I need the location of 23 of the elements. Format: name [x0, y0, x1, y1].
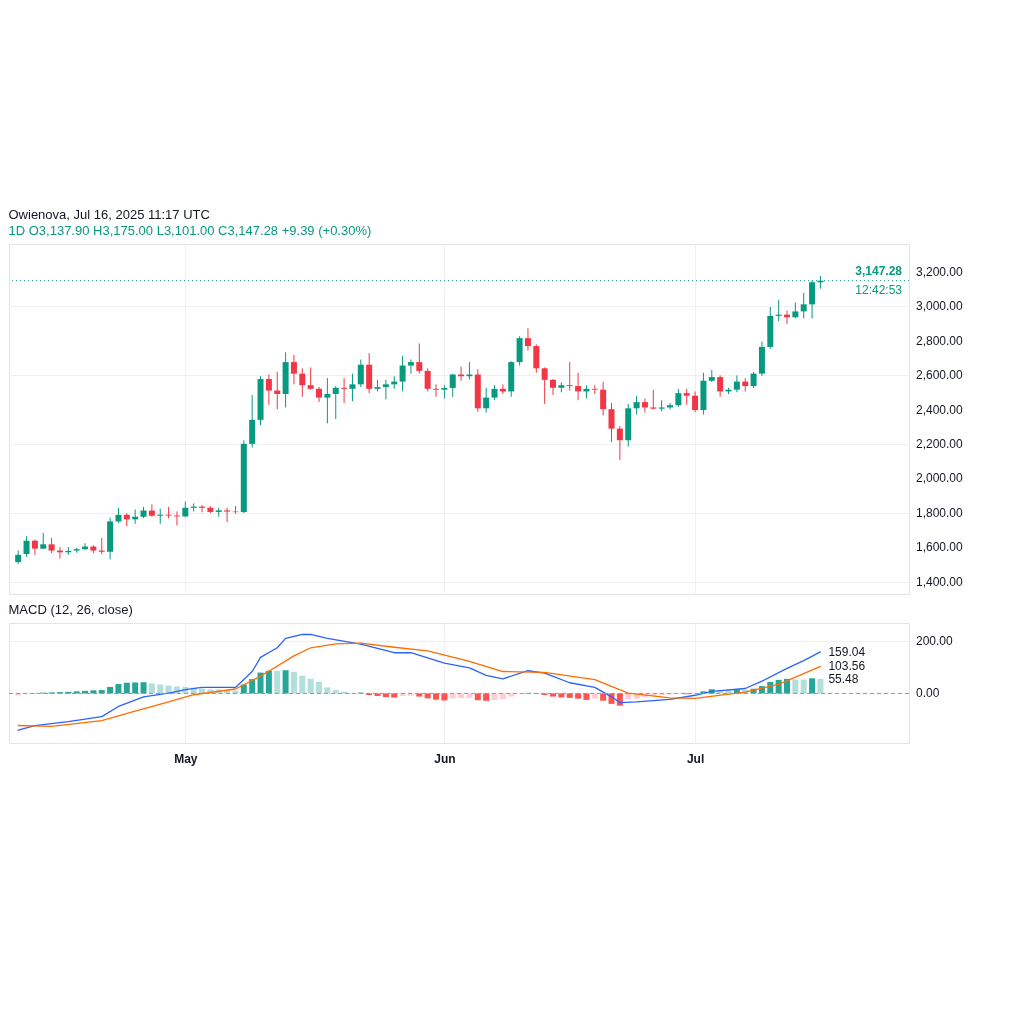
y-tick-label: 2,400.00	[916, 402, 964, 417]
y-tick-label: 1,600.00	[916, 540, 964, 555]
y-tick-label: 200.00	[916, 634, 954, 649]
annotation: 103.56	[828, 659, 866, 674]
y-tick-label: 3,200.00	[916, 264, 964, 279]
y-tick-label: 2,800.00	[916, 333, 964, 348]
annotation: 12:42:53	[855, 282, 903, 297]
y-tick-label: 3,000.00	[916, 299, 964, 314]
annotation: 159.04	[828, 644, 866, 659]
y-tick-label: 1,800.00	[916, 505, 964, 520]
chart-title: Owienova, Jul 16, 2025 11:17 UTC	[8, 207, 210, 222]
x-tick-label: Jun	[434, 751, 456, 766]
y-tick-label: 2,200.00	[916, 437, 964, 451]
chart-subtitle: 1D O3,137.90 H3,175.00 L3,101.00 C3,147.28 +9.39 (+0.30%)	[8, 223, 372, 238]
y-tick-label: 2,600.00	[916, 368, 964, 383]
x-tick-label: Jul	[686, 751, 705, 766]
chart-title: MACD (12, 26, close)	[8, 602, 133, 617]
x-tick-label: May	[174, 751, 198, 766]
annotation: 55.48	[828, 671, 859, 686]
y-tick-label: 1,400.00	[916, 574, 964, 589]
y-tick-label: 0.00	[916, 686, 940, 701]
ref-line-label: 3,147.28	[855, 263, 903, 278]
y-tick-label: 2,000.00	[916, 471, 964, 486]
